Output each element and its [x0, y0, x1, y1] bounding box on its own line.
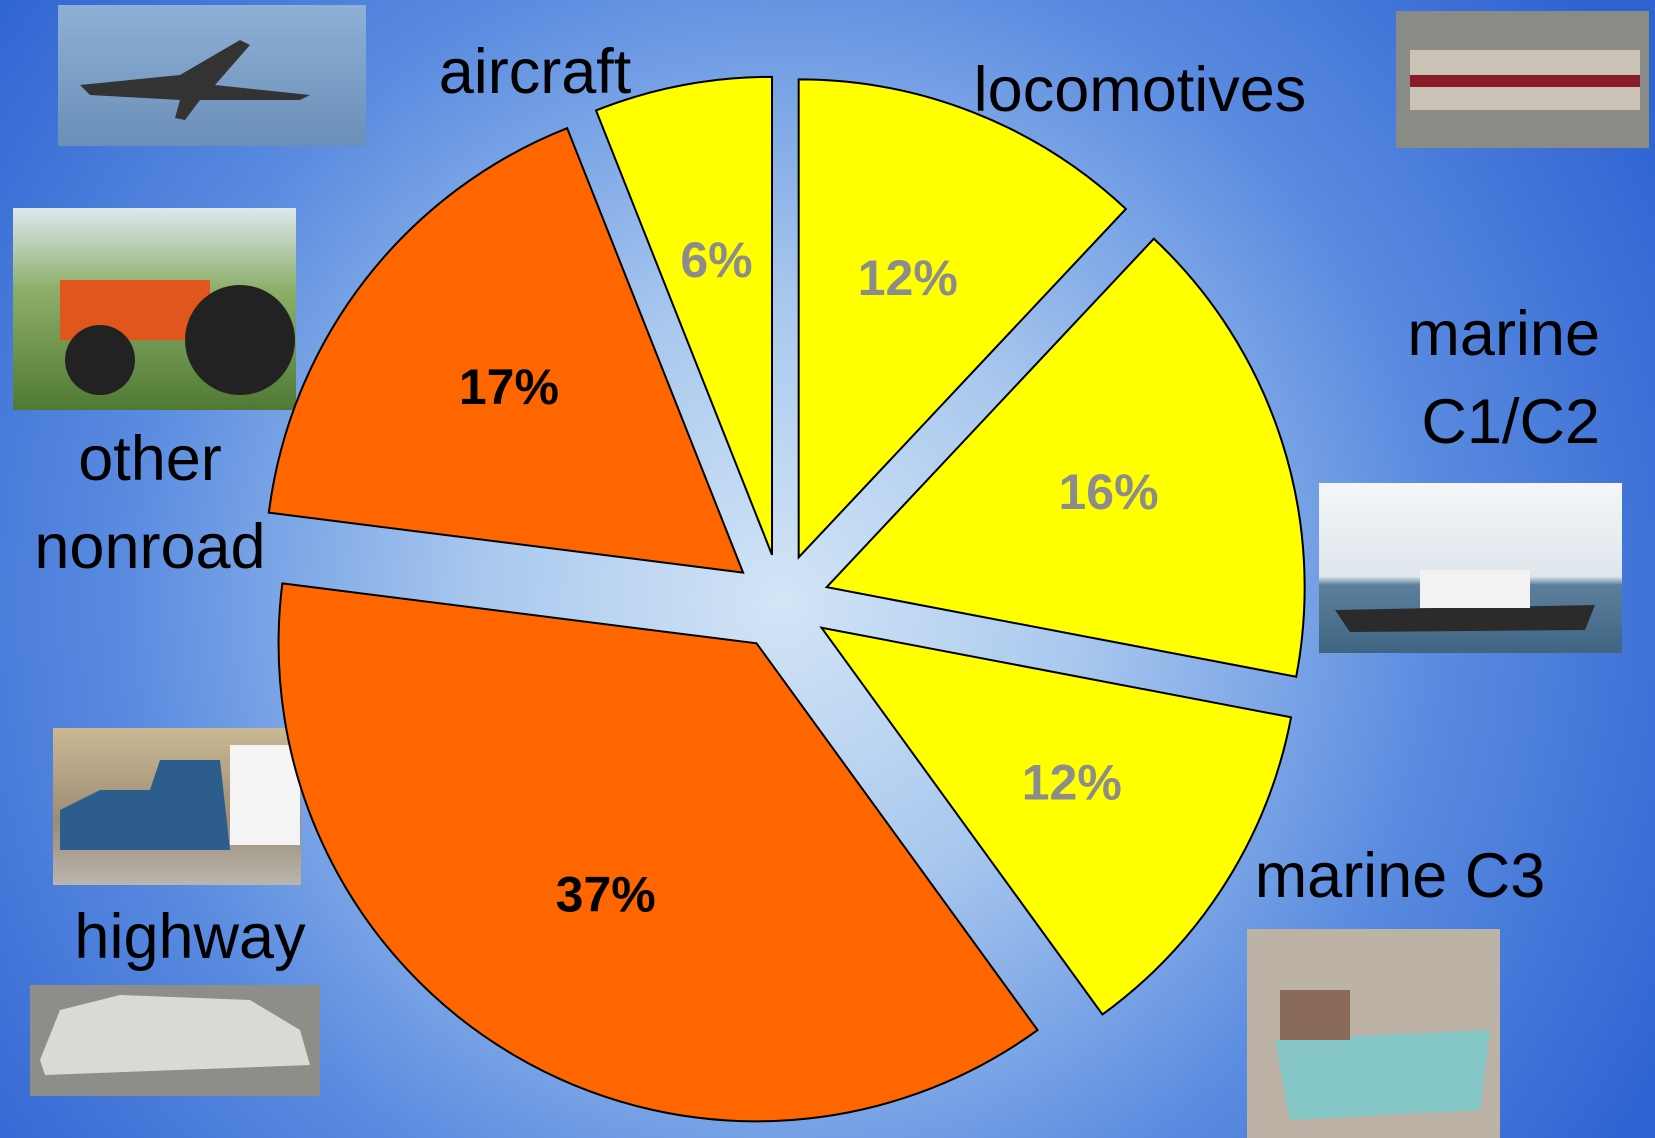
train-stripe: [1410, 75, 1640, 87]
category-label: locomotives: [973, 55, 1307, 125]
pie-slice: [267, 126, 745, 574]
van-body: [40, 995, 310, 1075]
category-label: marine C1/C2: [1407, 299, 1600, 457]
pie-slice: [797, 78, 1128, 560]
category-label: highway: [74, 902, 306, 972]
truck-cab: [60, 760, 230, 850]
pie-slice: [277, 582, 1039, 1123]
tugboat-cabin: [1420, 570, 1530, 608]
tractor-wheel: [185, 285, 295, 395]
category-label: marine C3: [1254, 841, 1546, 911]
category-label: aircraft: [438, 37, 632, 107]
tugboat-hull: [1335, 605, 1595, 632]
ship-superstructure: [1280, 990, 1350, 1040]
tractor-wheel: [65, 325, 135, 395]
ship-hull: [1275, 1030, 1490, 1120]
pie-slice: [824, 237, 1306, 678]
value-label: 6%: [680, 232, 752, 288]
value-label: 37%: [556, 867, 656, 923]
category-label: other nonroad: [34, 424, 266, 582]
value-label: 17%: [459, 359, 559, 415]
value-label: 12%: [1022, 755, 1122, 811]
pie-slice: [819, 626, 1293, 1016]
aircraft-icon: [80, 40, 310, 120]
value-label: 12%: [858, 250, 958, 306]
truck-trailer: [230, 745, 300, 845]
value-label: 16%: [1058, 464, 1158, 520]
pie-slice: [594, 75, 774, 556]
